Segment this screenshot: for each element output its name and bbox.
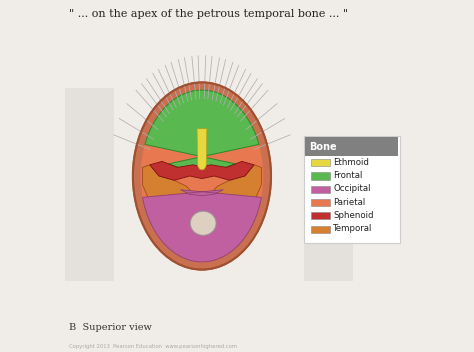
Bar <box>304 141 353 281</box>
Polygon shape <box>145 90 259 173</box>
Text: Bone: Bone <box>310 142 337 152</box>
Text: Frontal: Frontal <box>333 171 363 180</box>
Bar <box>310 226 330 233</box>
Text: Occipital: Occipital <box>333 184 371 194</box>
Text: Ethmoid: Ethmoid <box>333 158 369 167</box>
Polygon shape <box>143 190 261 262</box>
Text: Temporal: Temporal <box>333 225 373 233</box>
Bar <box>65 88 114 281</box>
Text: B  Superior view: B Superior view <box>69 323 152 332</box>
Text: Copyright 2013  Pearson Education  www.pearsonhighered.com: Copyright 2013 Pearson Education www.pea… <box>69 344 237 348</box>
FancyBboxPatch shape <box>304 136 400 243</box>
Polygon shape <box>150 162 254 180</box>
Bar <box>305 137 398 156</box>
Text: " ... on the apex of the petrous temporal bone ... ": " ... on the apex of the petrous tempora… <box>69 10 348 19</box>
Bar <box>310 213 330 220</box>
Polygon shape <box>197 129 207 170</box>
Bar <box>310 172 330 180</box>
Bar <box>310 186 330 193</box>
Text: Sphenoid: Sphenoid <box>333 211 374 220</box>
Polygon shape <box>142 165 193 212</box>
Ellipse shape <box>141 90 263 262</box>
Ellipse shape <box>133 82 271 270</box>
Bar <box>310 199 330 206</box>
Ellipse shape <box>190 211 216 235</box>
Text: Parietal: Parietal <box>333 198 365 207</box>
Bar <box>310 159 330 166</box>
Polygon shape <box>211 165 262 212</box>
